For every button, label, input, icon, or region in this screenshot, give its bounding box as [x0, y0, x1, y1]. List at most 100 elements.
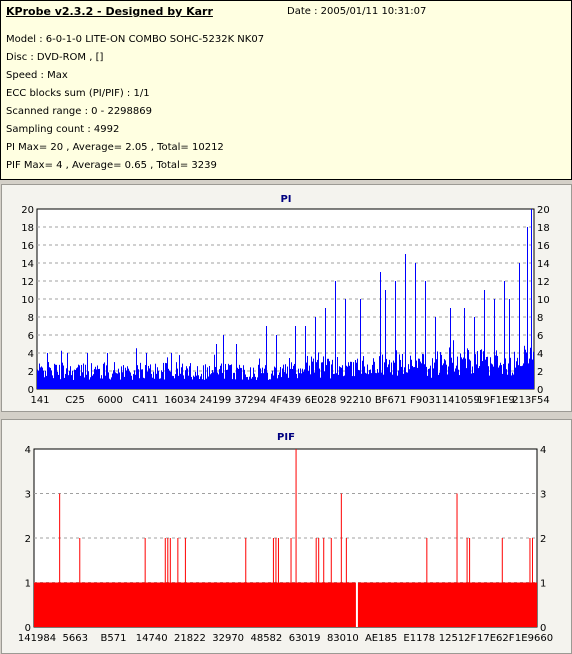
pi-bar [439, 372, 440, 389]
pi-bar [421, 363, 422, 389]
pi-bar [409, 369, 410, 389]
pi-bar [420, 361, 421, 389]
pi-bar [249, 376, 250, 389]
pi-bar [477, 351, 478, 389]
pi-bar [522, 365, 523, 389]
pi-bar [320, 377, 321, 389]
pi-bar [94, 368, 95, 389]
pi-bar [456, 365, 457, 389]
pi-bar [129, 371, 130, 389]
pi-bar [525, 349, 526, 389]
pi-bar [141, 369, 142, 389]
pi-bar [67, 353, 68, 389]
pi-bar [133, 374, 134, 389]
pi-bar [136, 348, 137, 389]
pi-bar [225, 363, 226, 389]
x-tick-label: BF671 [375, 395, 407, 406]
pi-bar [491, 363, 492, 389]
pi-bar [465, 358, 466, 389]
y-tick-label-left: 0 [25, 623, 31, 634]
info-disc: Disc : DVD-ROM , [] [6, 52, 104, 63]
pi-bar [89, 379, 90, 389]
pi-bar [223, 335, 224, 389]
pi-bar [379, 356, 380, 389]
x-tick-label: 17E62F [477, 633, 515, 644]
pi-bar [137, 365, 138, 389]
pi-bar [98, 369, 99, 389]
pi-bar [277, 378, 278, 389]
pi-bar [437, 351, 438, 389]
pi-bar [38, 370, 39, 389]
pi-bar [185, 370, 186, 389]
pi-bar [170, 371, 171, 389]
pif-spike [184, 538, 186, 627]
pif-bars [34, 449, 537, 627]
y-tick-label-right: 14 [537, 259, 550, 270]
pif-spike [469, 538, 471, 627]
pi-bar [386, 358, 387, 389]
pi-bar [176, 362, 177, 389]
pif-spike [245, 538, 247, 627]
pif-spike [59, 493, 61, 627]
pi-bar [162, 371, 163, 389]
pi-bar [313, 358, 314, 389]
pi-bar [448, 366, 449, 389]
pi-bar [255, 376, 256, 389]
y-tick-label-left: 6 [28, 331, 34, 342]
pi-bar [361, 373, 362, 389]
pi-chart-panel: PI 0 0 2 2 4 4 6 6 8 8 10 10 12 12 14 14 16 16 18 18 20 20 14… [1, 184, 572, 412]
pi-bar [343, 376, 344, 389]
pi-bar [490, 357, 491, 389]
pi-bar [90, 377, 91, 389]
y-tick-label-right: 20 [537, 205, 550, 216]
pi-bar [76, 368, 77, 389]
y-tick-label-left: 10 [21, 295, 34, 306]
pi-bar [190, 363, 191, 389]
pi-bar [123, 365, 124, 389]
pi-bar [285, 364, 286, 389]
pi-bar [395, 281, 396, 389]
pi-bar [529, 358, 530, 389]
pi-bar [70, 366, 71, 389]
pi-bar [159, 378, 160, 389]
pi-bar [391, 362, 392, 389]
pi-bar [412, 365, 413, 389]
pi-bar [264, 368, 265, 389]
pi-bar [146, 353, 147, 389]
pi-bar [493, 366, 494, 389]
pi-bar [435, 317, 436, 389]
pi-bar [370, 369, 371, 389]
pi-bar [369, 369, 370, 389]
y-tick-label-left: 12 [21, 277, 34, 288]
pi-bar [232, 379, 233, 389]
pi-bar [368, 374, 369, 389]
x-tick-label: 37294 [235, 395, 267, 406]
pi-bar [86, 374, 87, 389]
pi-bar [81, 364, 82, 389]
pi-bar [230, 364, 231, 389]
x-tick-label: 12512F [439, 633, 477, 644]
x-tick-label: AE185 [365, 633, 397, 644]
pi-bar [351, 361, 352, 389]
pi-bar [254, 373, 255, 389]
pi-bar [510, 357, 511, 389]
pi-bar [276, 335, 277, 389]
pi-bar [499, 365, 500, 389]
pi-bar [240, 367, 241, 389]
pi-bar [480, 350, 481, 389]
pi-bar [92, 375, 93, 389]
pi-bar [432, 358, 433, 389]
pif-chart: PIF 0 0 1 1 2 2 3 3 4 4 141984 5663 B571 14740 21822 3… [18, 432, 553, 644]
pi-bar [97, 365, 98, 389]
pi-bar [519, 263, 520, 389]
y-tick-label-right: 3 [540, 490, 546, 501]
pi-bar [318, 352, 319, 389]
pi-bar [426, 366, 427, 389]
pi-bar [478, 368, 479, 389]
pi-bar [485, 359, 486, 389]
pi-bar [502, 373, 503, 389]
pi-bar [60, 379, 61, 389]
pi-bar [119, 372, 120, 389]
pi-bar [58, 374, 59, 389]
pi-bar [165, 362, 166, 389]
